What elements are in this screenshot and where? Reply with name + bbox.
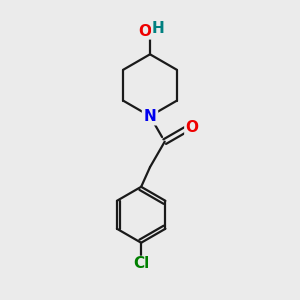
Text: N: N bbox=[144, 109, 156, 124]
Text: O: O bbox=[138, 24, 151, 39]
Text: Cl: Cl bbox=[133, 256, 149, 272]
Text: O: O bbox=[185, 120, 198, 135]
Text: H: H bbox=[152, 21, 165, 36]
